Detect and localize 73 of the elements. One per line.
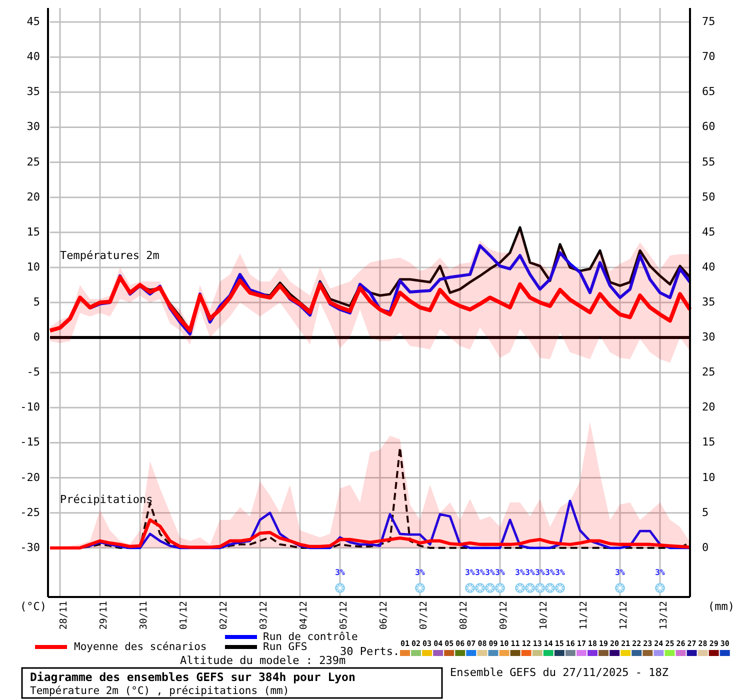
x-tick-label: 12/12 xyxy=(618,601,630,630)
x-tick-label: 29/11 xyxy=(98,600,110,630)
y-tick-label: 25 xyxy=(26,155,40,168)
text: Ensemble GEFS du 27/11/2025 - 18Z xyxy=(450,666,669,679)
y2-tick-label: 50 xyxy=(702,190,716,204)
annotation: Précipitations xyxy=(60,493,153,506)
y-tick-label: 20 xyxy=(26,190,40,204)
x-tick-label: 11/12 xyxy=(578,601,590,630)
y-tick-label: 5 xyxy=(33,296,40,309)
annotation: 3% xyxy=(525,568,535,577)
y-tick-label: 15 xyxy=(26,225,40,238)
y2-tick-label: 40 xyxy=(702,260,716,274)
x-tick-label: 30/11 xyxy=(138,600,150,630)
annotation: 3% xyxy=(495,568,505,577)
annotation: 3% xyxy=(555,568,565,577)
y2-tick-label: 20 xyxy=(702,400,716,414)
text: Diagramme des ensembles GEFS sur 384h pour Lyon xyxy=(30,670,356,684)
legend-label: Run GFS xyxy=(263,640,308,653)
annotation: Températures 2m xyxy=(60,249,160,262)
y2-tick-label: 15 xyxy=(702,436,716,449)
annotation: 3% xyxy=(535,568,545,577)
line-series xyxy=(48,275,692,333)
y-tick-label: 45 xyxy=(26,15,40,28)
y2-tick-label: 25 xyxy=(702,366,716,379)
y-tick-label: -10 xyxy=(20,400,40,414)
annotation: 3% xyxy=(465,568,475,577)
y-tick-label: 40 xyxy=(26,50,40,64)
y2-tick-label: 55 xyxy=(702,155,716,168)
x-tick-label: 06/12 xyxy=(378,601,390,630)
y-tick-label: 30 xyxy=(26,120,40,134)
y2-tick-label: 45 xyxy=(702,225,716,238)
y2-tick-label: 35 xyxy=(702,296,716,309)
y-axis-title: (°C) xyxy=(20,600,46,614)
annotation: 3% xyxy=(615,568,625,577)
y-tick-label: -20 xyxy=(20,470,40,484)
x-tick-label: 13/12 xyxy=(658,601,670,630)
annotation: 3% xyxy=(335,568,345,577)
x-tick-label: 01/12 xyxy=(178,601,190,630)
y2-axis-title: (mm) xyxy=(708,600,734,614)
x-tick-label: 10/12 xyxy=(538,601,550,630)
annotation: 3% xyxy=(485,568,495,577)
annotation: 3% xyxy=(655,568,665,577)
y2-tick-label: 30 xyxy=(702,330,716,344)
annotation: 3% xyxy=(545,568,555,577)
text: Température 2m (°C) , précipitations (mm) xyxy=(30,685,290,697)
legend-label: Moyenne des scénarios xyxy=(74,640,207,653)
y-tick-label: -25 xyxy=(20,506,40,519)
x-tick-label: 09/12 xyxy=(498,601,510,630)
y2-tick-label: 60 xyxy=(702,120,716,134)
annotation: 3% xyxy=(415,568,425,577)
x-tick-label: 04/12 xyxy=(298,601,310,630)
legend-label: Run de contrôle xyxy=(263,630,358,643)
y2-tick-label: 70 xyxy=(702,50,716,64)
y-tick-label: 35 xyxy=(26,85,40,98)
x-tick-label: 02/12 xyxy=(218,601,230,630)
line-series xyxy=(48,518,692,550)
y-tick-label: -15 xyxy=(20,436,40,449)
y-tick-label: 0 xyxy=(33,330,40,344)
annotation: 3% xyxy=(515,568,525,577)
x-tick-label: 28/11 xyxy=(58,600,70,630)
y2-tick-label: 65 xyxy=(702,85,716,98)
x-tick-label: 05/12 xyxy=(338,601,350,630)
x-tick-label: 07/12 xyxy=(418,601,430,630)
y-tick-label: 10 xyxy=(26,260,40,274)
x-tick-label: 03/12 xyxy=(258,601,270,630)
y-tick-label: -30 xyxy=(20,540,40,554)
y2-tick-label: 0 xyxy=(702,540,709,554)
y-tick-label: -5 xyxy=(26,366,40,379)
y2-tick-label: 10 xyxy=(702,470,716,484)
annotation: 3% xyxy=(475,568,485,577)
y2-tick-label: 75 xyxy=(702,15,716,28)
y2-tick-label: 5 xyxy=(702,506,709,519)
x-tick-label: 08/12 xyxy=(458,601,470,630)
